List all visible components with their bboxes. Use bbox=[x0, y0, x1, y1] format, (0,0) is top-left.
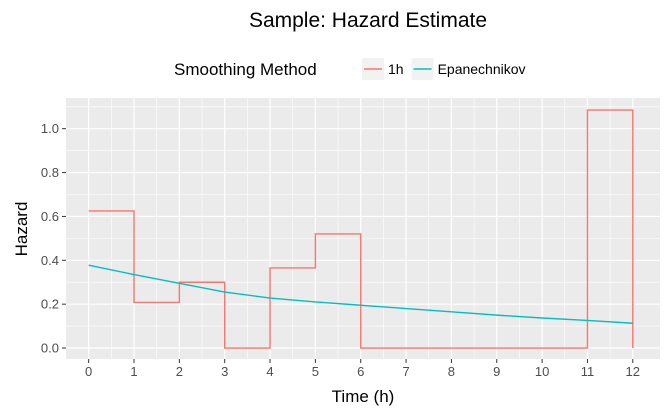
y-axis: 0.0 0.2 0.4 0.6 0.8 1.0 bbox=[41, 121, 66, 356]
y-tick-label: 0.6 bbox=[41, 209, 59, 224]
x-tick-label: 6 bbox=[357, 364, 364, 379]
chart-title: Sample: Hazard Estimate bbox=[249, 9, 487, 32]
x-axis-title: Time (h) bbox=[332, 387, 395, 406]
legend-title: Smoothing Method bbox=[174, 60, 317, 79]
series-layer bbox=[88, 109, 634, 349]
plot-panel bbox=[66, 98, 660, 359]
x-tick-label: 8 bbox=[448, 364, 455, 379]
series-line-1h bbox=[88, 109, 634, 349]
legend-label: Epanechnikov bbox=[438, 61, 526, 77]
x-tick-label: 12 bbox=[626, 364, 640, 379]
x-tick-label: 0 bbox=[85, 364, 92, 379]
y-tick-label: 0.4 bbox=[41, 253, 59, 268]
grid-minor bbox=[66, 98, 660, 359]
x-tick-label: 9 bbox=[493, 364, 500, 379]
x-tick-label: 3 bbox=[221, 364, 228, 379]
x-tick-label: 11 bbox=[581, 364, 595, 379]
legend-key bbox=[411, 58, 434, 80]
legend: Smoothing Method 1h Epanechnikov bbox=[174, 58, 526, 80]
y-tick-label: 0.8 bbox=[41, 165, 59, 180]
x-tick-label: 7 bbox=[402, 364, 409, 379]
x-axis: 0 1 2 3 4 5 6 7 8 9 10 11 12 bbox=[85, 359, 640, 379]
y-tick-label: 0.2 bbox=[41, 297, 59, 312]
y-tick-label: 1.0 bbox=[41, 121, 59, 136]
x-tick-label: 5 bbox=[312, 364, 319, 379]
legend-label: 1h bbox=[388, 61, 404, 77]
series-line-epanechnikov bbox=[88, 264, 633, 324]
y-axis-title: Hazard bbox=[12, 202, 31, 257]
x-tick-label: 2 bbox=[176, 364, 183, 379]
x-tick-label: 10 bbox=[535, 364, 549, 379]
y-tick-label: 0.0 bbox=[41, 341, 59, 356]
x-tick-label: 1 bbox=[130, 364, 137, 379]
legend-key bbox=[362, 58, 384, 80]
x-tick-label: 4 bbox=[266, 364, 273, 379]
